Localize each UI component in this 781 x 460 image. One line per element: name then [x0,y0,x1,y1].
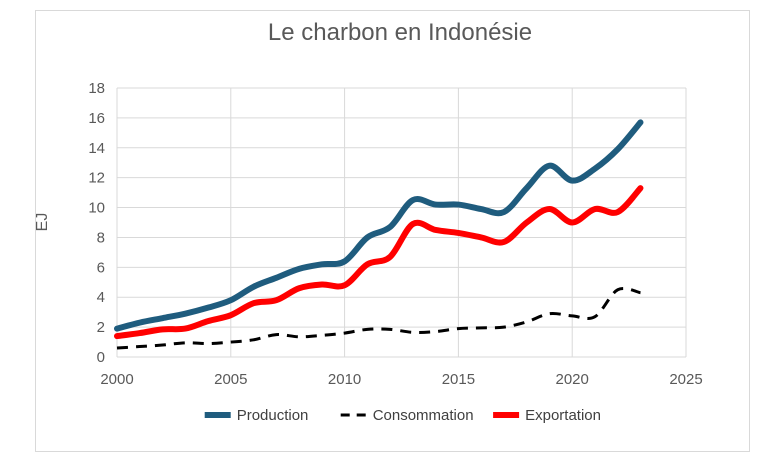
series-line-production [114,119,644,332]
y-tick-labels: 0 2 4 6 8 10 12 14 16 18 [88,80,105,366]
y-axis-title: EJ [34,213,51,232]
legend-label: Exportation [525,407,601,424]
legend-label: Production [237,407,309,424]
legend-item-production: Production [204,407,309,424]
y-tick-label: 0 [97,349,105,366]
gridlines [116,87,687,358]
chart-title: Le charbon en Indonésie [268,19,532,46]
x-tick-label: 2015 [442,371,475,388]
x-tick-label: 2010 [328,371,361,388]
series-lines [114,119,644,350]
legend-label: Consommation [373,407,474,424]
legend-item-exportation: Exportation [493,407,601,424]
x-tick-label: 2020 [556,371,589,388]
x-tick-labels: 2000 2005 2010 2015 2020 2025 [100,371,702,388]
y-tick-label: 18 [88,80,105,97]
series-line-exportation [114,185,644,340]
legend-item-consommation: Consommation [340,407,474,424]
x-tick-label: 2005 [214,371,247,388]
y-tick-label: 2 [97,319,105,336]
y-tick-label: 10 [88,200,105,217]
y-tick-label: 14 [88,140,105,157]
y-tick-label: 16 [88,110,105,127]
y-tick-label: 6 [97,259,105,276]
chart-frame [35,10,750,452]
y-tick-label: 12 [88,170,105,187]
x-tick-label: 2025 [669,371,702,388]
y-tick-label: 8 [97,229,105,246]
y-tick-label: 4 [97,289,105,306]
series-line-consommation [116,286,641,350]
legend: Production Consommation Exportation [204,407,601,424]
x-tick-label: 2000 [100,371,133,388]
